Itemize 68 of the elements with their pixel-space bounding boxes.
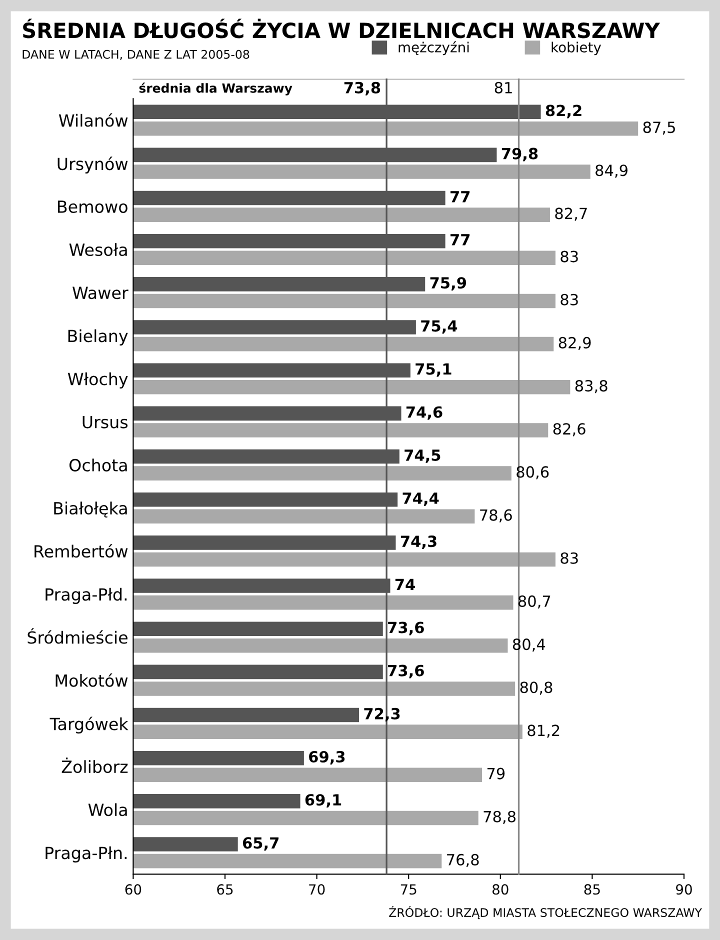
y-tick-label: Praga-Płn. <box>46 846 127 862</box>
y-tick-label: Mokotów <box>56 673 128 687</box>
data-label: 73,6 <box>388 664 424 678</box>
data-label: 84,9 <box>596 164 628 178</box>
y-tick-label: Targówek <box>50 716 128 734</box>
y-tick-label: Wesoła <box>69 243 127 256</box>
x-tick-label: 80 <box>492 884 508 895</box>
data-label: 83 <box>560 250 578 262</box>
data-label: 74,6 <box>406 406 442 420</box>
x-tick-label: 75 <box>400 884 416 895</box>
x-tick-label: 85 <box>584 884 600 895</box>
x-tick-label: 65 <box>217 884 233 895</box>
data-label: 73,6 <box>388 622 424 636</box>
legend-label: mężczyźni <box>398 41 469 56</box>
y-tick-label: Wola <box>88 803 127 816</box>
y-tick-label: Włochy <box>68 372 128 389</box>
data-label: 78,8 <box>484 810 516 824</box>
annotation: średnia dla Warszawy <box>139 82 292 96</box>
data-label: 82,7 <box>555 208 587 221</box>
y-tick-label: Bielany <box>68 329 128 346</box>
data-label: 82,2 <box>546 104 582 118</box>
y-tick-label: Ochota <box>69 458 127 472</box>
y-tick-label: Ursynów <box>58 156 128 174</box>
y-tick-label: Ursus <box>82 416 128 428</box>
data-label: 87,5 <box>643 122 675 135</box>
data-label: 69,1 <box>305 794 342 808</box>
y-tick-label: Śródmieście <box>28 628 128 644</box>
legend-label: kobiety <box>552 42 602 56</box>
y-tick-label: Żoliborz <box>62 758 128 774</box>
data-label: 80,4 <box>512 638 546 652</box>
text: ŹRÓDŁO: URZĄD MIASTA STOŁECZNEGO WARSZAWY <box>389 906 702 920</box>
data-label: 80,7 <box>518 595 550 609</box>
data-label: 83 <box>560 294 578 306</box>
data-label: 74,5 <box>404 450 440 463</box>
ref-line-label: 73,8 <box>344 82 380 96</box>
x-tick-label: 60 <box>125 884 142 895</box>
data-label: 69,3 <box>309 750 345 764</box>
data-label: 74,4 <box>402 492 439 506</box>
data-label: 77 <box>450 191 470 202</box>
chart-subtitle: DANE W LATACH, DANE Z LAT 2005-08 <box>22 50 250 60</box>
data-label: 81,2 <box>528 724 560 738</box>
data-label: 79 <box>487 768 505 780</box>
data-label: 65,7 <box>242 837 278 851</box>
data-label: 75,1 <box>416 363 452 377</box>
chart-title: ŚREDNIA DŁUGOŚĆ ŻYCIA W DZIELNICACH WARSZAWY <box>23 18 660 38</box>
data-label: 76,8 <box>447 854 479 868</box>
data-label: 83,8 <box>575 380 608 394</box>
y-tick-label: Wawer <box>72 286 128 300</box>
data-label: 80,8 <box>520 682 552 695</box>
data-label: 83 <box>560 552 578 564</box>
y-tick-label: Białołęka <box>54 502 127 518</box>
data-label: 75,9 <box>430 277 466 291</box>
data-label: 80,6 <box>516 466 549 480</box>
data-label: 74 <box>395 578 415 590</box>
data-label: 82,9 <box>558 336 591 350</box>
y-tick-label: Rembertów <box>34 544 128 558</box>
x-tick-label: 70 <box>309 884 325 895</box>
x-tick-label: 90 <box>676 884 692 895</box>
data-label: 82,6 <box>553 423 586 436</box>
data-label: 78,6 <box>480 509 512 522</box>
ref-line-label: 81 <box>494 82 512 94</box>
data-label: 79,8 <box>502 148 538 162</box>
y-tick-label: Praga-Płd. <box>46 588 127 604</box>
data-label: 77 <box>450 234 470 246</box>
data-label: 75,4 <box>421 320 458 334</box>
data-label: 74,3 <box>400 536 436 550</box>
y-tick-label: Wilanów <box>58 113 128 127</box>
y-tick-label: Bemowo <box>58 200 128 213</box>
